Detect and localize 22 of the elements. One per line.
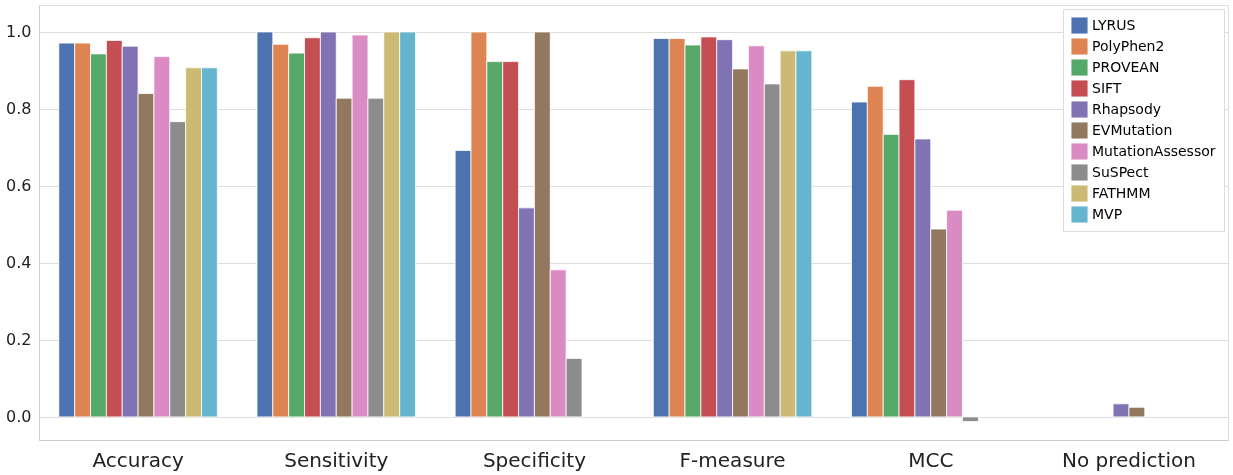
legend-label: MVP [1092, 205, 1123, 222]
legend-label: LYRUS [1092, 16, 1136, 33]
y-tick-label: 0.6 [6, 176, 32, 196]
y-tick-label: 0.4 [6, 253, 32, 273]
y-tick-label: 1.0 [6, 22, 32, 42]
legend-label: MutationAssessor [1092, 142, 1216, 159]
y-tick-label: 0.8 [6, 99, 32, 119]
x-tick-label: Accuracy [92, 447, 184, 472]
legend-label: Rhapsody [1092, 100, 1162, 117]
x-tick-label: Sensitivity [284, 447, 389, 472]
y-tick-label: 0.2 [6, 330, 32, 350]
legend-label: SIFT [1092, 79, 1122, 96]
x-tick-label: Specificity [482, 447, 587, 472]
x-tick-label: No prediction [1061, 447, 1196, 472]
legend-label: PROVEAN [1092, 58, 1160, 75]
legend-label: SuSPect [1092, 163, 1149, 180]
x-tick-label: F-measure [679, 447, 786, 472]
x-tick-label: MCC [908, 447, 954, 472]
legend-label: EVMutation [1092, 121, 1173, 138]
legend-label: FATHMM [1092, 184, 1151, 201]
y-tick-label: 0.0 [6, 407, 32, 427]
legend-label: PolyPhen2 [1092, 37, 1165, 54]
